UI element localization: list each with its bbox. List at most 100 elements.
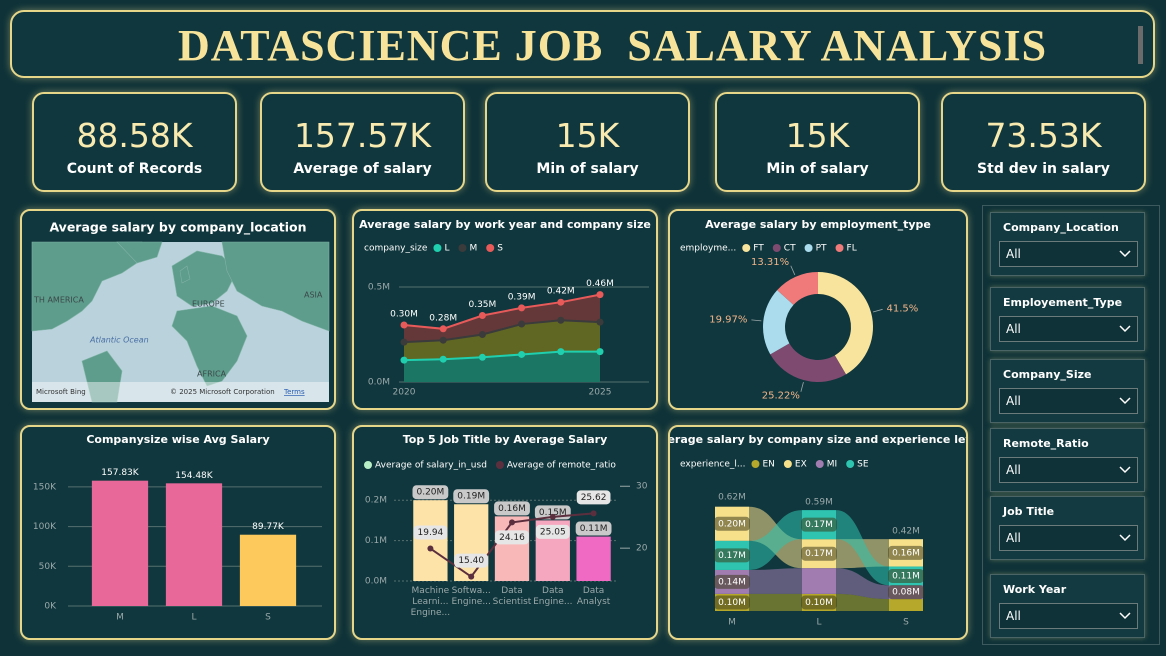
legend-marker (458, 244, 467, 252)
chevron (1119, 612, 1131, 620)
data-label: 0.20M (718, 519, 746, 529)
legend-label: PT (816, 244, 827, 254)
map-panel: Average salary by company_location TH AME… (20, 209, 336, 410)
map-logo: Microsoft Bing (36, 388, 86, 396)
map-label: Atlantic Ocean (89, 336, 149, 345)
panel-title: Average salary by company size and exper… (670, 433, 966, 446)
chevron (1119, 325, 1131, 333)
chevron-icon (1119, 250, 1131, 258)
y-tick-label: 50K (39, 562, 57, 572)
panel-canvas: Average salary by employment_typeemploym… (680, 218, 931, 402)
slicer-dropdown[interactable]: All (999, 316, 1138, 342)
chevron-icon (1119, 612, 1131, 620)
x-tick-label: L (191, 613, 196, 623)
point (439, 336, 447, 344)
leader-line (872, 308, 883, 313)
slicer-dropdown[interactable]: All (999, 525, 1138, 551)
map-label: TH AMERICA (33, 296, 84, 305)
slicer-dropdown[interactable]: All (999, 388, 1138, 414)
legend-marker (742, 244, 751, 252)
slicer-dropdown[interactable]: All (999, 603, 1138, 629)
data-label: 0.17M (718, 551, 746, 561)
data-label-bg (413, 525, 448, 540)
ribbon (836, 568, 889, 600)
data-label: 0.17M (805, 520, 833, 530)
legend-label: S (497, 244, 503, 254)
slicer-label: Company_Location (1003, 221, 1119, 234)
data-label-bg (576, 490, 611, 505)
point (596, 291, 604, 299)
line-chart-panel: Average salary by work year and company … (352, 209, 658, 410)
slicer-label: Company_Size (1003, 368, 1092, 381)
chevron (1119, 397, 1131, 405)
y-tick-label: 0.2M (365, 496, 387, 506)
slicer-label: Work Year (1003, 583, 1067, 596)
data-label: 15.40 (458, 556, 484, 566)
ribbon (749, 510, 802, 570)
data-label: 13.31% (751, 257, 789, 268)
legend-marker (364, 461, 372, 469)
data-label: 0.20M (416, 488, 444, 498)
kpi-card: 15K Min of salary (715, 92, 920, 192)
slicer-label: Remote_Ratio (1003, 437, 1089, 450)
data-label-bg (888, 585, 924, 600)
chevron-icon (1119, 325, 1131, 333)
slicer-dropdown[interactable]: All (999, 241, 1138, 267)
kpi-value: 15K (555, 116, 620, 155)
y-tick-label: 0K (44, 602, 57, 612)
map-attribution: © 2025 Microsoft Corporation (170, 388, 275, 396)
x-tick-label-box: Softwa... Engine... (451, 586, 491, 607)
data-label: 41.5% (886, 303, 918, 314)
y-tick-label: 0.0M (368, 378, 390, 388)
y-tick-label: 0.0M (365, 577, 387, 587)
slicer-label: Job Title (1003, 505, 1055, 518)
chevron (1119, 534, 1131, 542)
point (400, 338, 408, 346)
combo-chart-panel: Top 5 Job Title by Average Salary Average… (352, 425, 658, 640)
x-tick-label-box: Data Scientist (492, 586, 532, 607)
data-label: 0.30M (390, 310, 418, 320)
map-attribution-bg (32, 382, 329, 402)
panel-canvas: Average salary by company_location TH AME… (31, 220, 330, 403)
data-label-bg (801, 546, 837, 561)
slice (770, 343, 846, 382)
data-label-bg (575, 521, 612, 536)
data-label: 0.39M (508, 292, 536, 302)
bar (494, 516, 530, 581)
ribbon (836, 510, 889, 586)
line (403, 293, 601, 330)
y-tick-label: 150K (33, 482, 57, 492)
slicer: Remote_Ratio All (990, 428, 1145, 492)
point (518, 350, 526, 358)
data-label: 25.05 (540, 527, 566, 537)
data-label: 0.42M (547, 287, 575, 297)
data-label-bg (714, 595, 750, 610)
y2-tick-label: 20 (636, 544, 648, 554)
slicer: Work Year All (990, 574, 1145, 638)
point (478, 353, 486, 361)
slicer: Company_Size All (990, 359, 1145, 423)
kpi-label: Count of Records (66, 161, 203, 177)
data-label: 0.14M (718, 577, 746, 587)
slicer: Job Title All (990, 496, 1145, 560)
data-label-bg (453, 489, 490, 504)
panel-canvas: Companysize wise Avg Salary 0K 50K 100K 150K… (33, 433, 322, 623)
data-label-bg (801, 595, 837, 610)
line (403, 350, 600, 362)
legend-label: Average of remote_ratio (507, 461, 616, 471)
data-label: 19.94 (418, 528, 444, 538)
data-label: 25.62 (581, 493, 607, 503)
leader-line (751, 319, 762, 322)
ribbon (749, 593, 802, 611)
data-label: 0.16M (892, 548, 920, 558)
legend-marker (835, 244, 844, 252)
map-label: EUROPE (192, 300, 225, 309)
slicer-dropdown[interactable]: All (999, 457, 1138, 483)
slicer-value: All (1006, 463, 1021, 477)
x-tick-label: Data Scientist (492, 586, 532, 607)
x-tick-label: Softwa... Engine... (451, 586, 491, 607)
map-terms[interactable]: Terms (283, 388, 305, 396)
legend-label: FL (847, 244, 857, 254)
kpi-value: 157.57K (293, 116, 432, 155)
